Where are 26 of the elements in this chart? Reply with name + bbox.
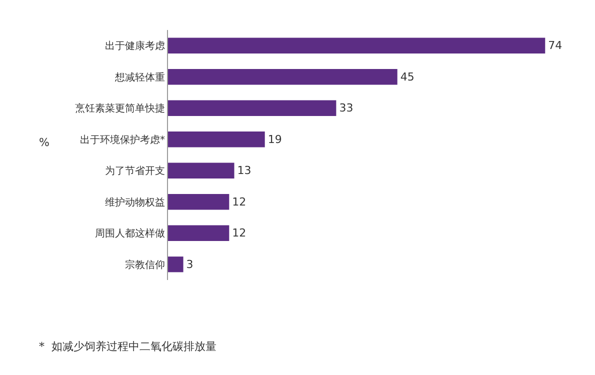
bar: [168, 225, 230, 241]
data-label: 12: [232, 226, 246, 240]
y-tick-label: 周围人都这样做: [95, 228, 165, 240]
y-tick-label: 想减轻体重: [114, 71, 165, 84]
bar: [168, 256, 184, 272]
data-label: 3: [186, 258, 194, 271]
text: * 如减少饲养过程中二氧化碳排放量: [39, 340, 216, 353]
bar: [168, 38, 546, 54]
y-tick-label: 出于健康考虑: [105, 40, 165, 52]
bar: [168, 194, 230, 210]
y-tick-label: 为了节省开支: [105, 165, 165, 178]
data-label: 19: [268, 132, 282, 146]
data-label: 13: [237, 164, 252, 178]
data-label: 12: [232, 195, 246, 208]
bar: [168, 162, 234, 178]
y-tick-label: 出于环境保护考虑*: [80, 134, 165, 146]
y-tick-label: 宗教信仰: [125, 258, 165, 271]
bar: [168, 100, 336, 116]
bar: [168, 132, 265, 148]
y-tick-label: 烹饪素菜更简单快捷: [75, 102, 165, 115]
data-label: 45: [400, 70, 414, 84]
y-tick-label: 维护动物权益: [105, 196, 165, 208]
data-label: 33: [339, 102, 354, 115]
bar: [168, 69, 398, 85]
data-label: 74: [548, 39, 562, 52]
y-axis-title: %: [39, 136, 50, 149]
